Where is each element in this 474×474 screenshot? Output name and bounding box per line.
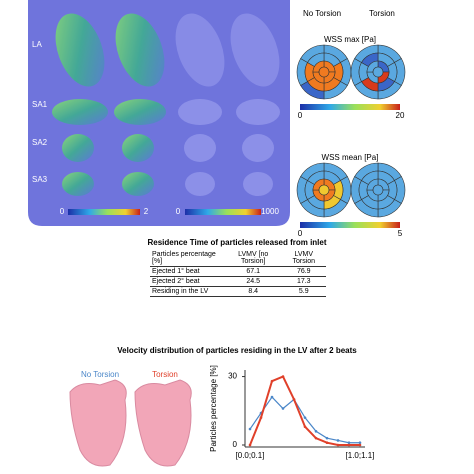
colorbar-label: 20 bbox=[396, 111, 405, 120]
marker bbox=[325, 441, 329, 445]
bullseye-apex bbox=[318, 66, 330, 78]
marker bbox=[314, 436, 318, 440]
colorbar-label: 0 bbox=[298, 111, 303, 120]
line bbox=[249, 396, 360, 444]
table-cell: 17.3 bbox=[281, 276, 326, 287]
bullseye-apex bbox=[318, 184, 330, 196]
table-row: Ejected 2° beat 24.5 17.3 bbox=[150, 276, 326, 287]
marker bbox=[259, 416, 263, 419]
marker bbox=[336, 443, 340, 447]
bullseye-title: WSS mean [Pa] bbox=[322, 153, 379, 162]
table-title: Residence Time of particles released fro… bbox=[147, 238, 326, 247]
colorbar bbox=[68, 209, 140, 215]
table-cell: LVMV [no Torsion] bbox=[224, 250, 282, 267]
colorbar bbox=[300, 222, 400, 228]
table-cell: Residing in the LV bbox=[150, 286, 225, 297]
bullseye-apex bbox=[372, 184, 384, 196]
marker bbox=[314, 430, 318, 433]
bullseye-apex bbox=[372, 66, 384, 78]
marker bbox=[270, 379, 274, 383]
chart-title: Velocity distribution of particles resid… bbox=[117, 346, 357, 355]
marker bbox=[270, 395, 274, 399]
colorbar-label: 5 bbox=[398, 229, 403, 238]
row-label: LA bbox=[32, 40, 42, 49]
marker bbox=[303, 416, 307, 419]
marker bbox=[281, 407, 285, 410]
table-row: Residing in the LV 8.4 5.9 bbox=[150, 286, 326, 297]
table-cell: 8.4 bbox=[224, 286, 282, 297]
marker bbox=[325, 436, 329, 440]
table-cell: 5.9 bbox=[281, 286, 326, 297]
marker bbox=[292, 398, 296, 401]
marker bbox=[358, 443, 362, 447]
table-cell: Particles percentage [%] bbox=[150, 250, 225, 267]
table-cell: Ejected 2° beat bbox=[150, 276, 225, 287]
table-cell: LVMV Torsion bbox=[281, 250, 326, 267]
y-axis-label: Particles percentage [%] bbox=[209, 365, 218, 452]
table-header: Particles percentage [%] LVMV [no Torsion… bbox=[150, 250, 326, 267]
line bbox=[249, 375, 360, 446]
x-tick-label: [1.0;1.1] bbox=[346, 451, 375, 460]
colorbar bbox=[300, 104, 400, 110]
marker bbox=[248, 427, 252, 431]
column-header: No Torsion bbox=[303, 9, 341, 18]
heart-renderings bbox=[52, 13, 280, 196]
table-cell: 24.5 bbox=[224, 276, 282, 287]
lv-models bbox=[69, 379, 192, 467]
row-label: SA2 bbox=[32, 138, 48, 147]
table-cell: Ejected 1° beat bbox=[150, 266, 225, 277]
colorbar bbox=[185, 209, 261, 215]
residence-table: Particles percentage [%] LVMV [no Torsion… bbox=[150, 250, 326, 297]
marker bbox=[347, 441, 351, 445]
colorbar-label: 1000 bbox=[261, 207, 279, 216]
table-row: Ejected 1° beat 67.1 76.9 bbox=[150, 266, 326, 277]
marker bbox=[281, 375, 285, 378]
colorbar-label: 0 bbox=[298, 229, 303, 238]
marker bbox=[358, 441, 362, 445]
colorbar-label: 0 bbox=[176, 207, 181, 216]
row-label: SA3 bbox=[32, 175, 48, 184]
x-tick-label: [0.0;0.1] bbox=[236, 451, 265, 460]
table-cell: 76.9 bbox=[281, 266, 326, 277]
table-cell: 67.1 bbox=[224, 266, 282, 277]
legend-label: No Torsion bbox=[81, 370, 119, 379]
row-label: SA1 bbox=[32, 100, 48, 109]
colorbar-label: 2 bbox=[144, 207, 149, 216]
marker bbox=[303, 425, 307, 429]
bullseye-title: WSS max [Pa] bbox=[324, 35, 376, 44]
marker bbox=[336, 439, 340, 442]
legend-label: Torsion bbox=[152, 370, 178, 379]
colorbar-label: 0 bbox=[60, 207, 65, 216]
y-tick-label: 30 bbox=[228, 372, 237, 381]
marker bbox=[347, 443, 351, 447]
marker bbox=[248, 443, 252, 447]
column-header: Torsion bbox=[369, 9, 395, 18]
y-tick-label: 0 bbox=[233, 440, 238, 449]
